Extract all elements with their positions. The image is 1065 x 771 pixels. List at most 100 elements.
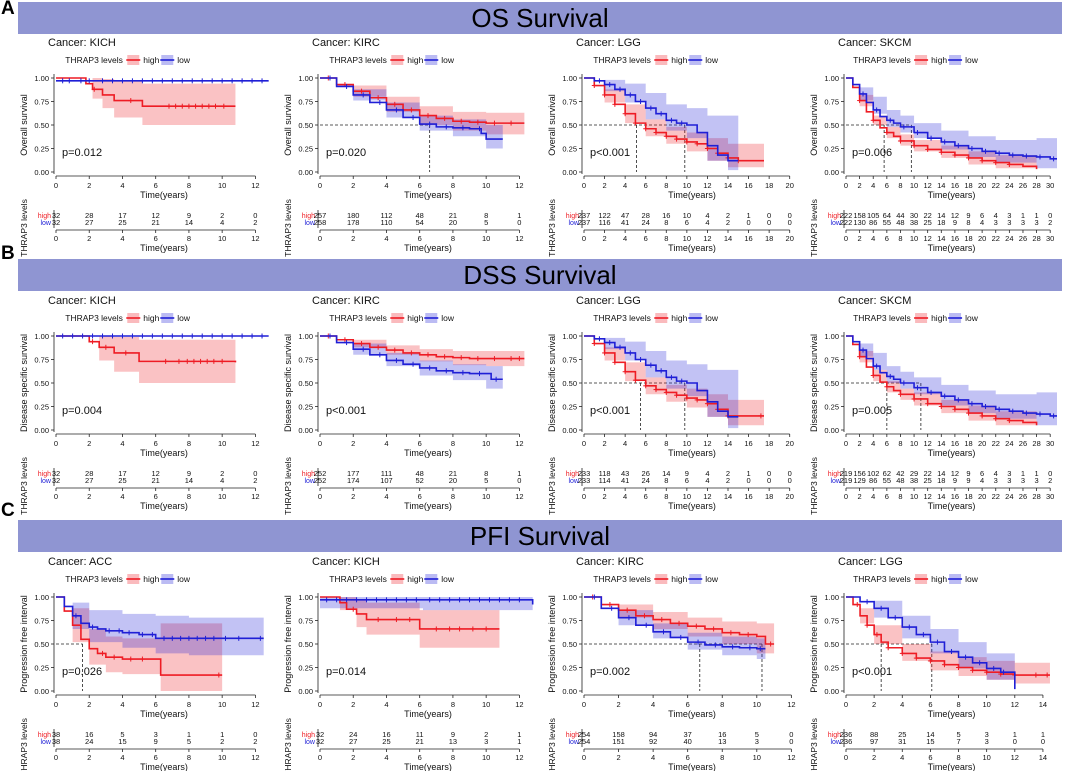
y-tick-label: 0.25	[824, 664, 839, 673]
risk-count-high: 32	[52, 469, 60, 478]
y-tick-label: 0.25	[298, 145, 313, 154]
x-tick-label: 0	[844, 700, 848, 709]
risk-count-high: 9	[187, 469, 191, 478]
risk-count-low: 31	[898, 737, 906, 746]
risk-count-high: 158	[612, 730, 625, 739]
risk-row-label-high: high	[38, 732, 51, 739]
risk-table-ylabel: THRAP3 levels	[809, 457, 819, 515]
risk-x-axis-label: Time(years)	[404, 501, 452, 511]
panel-title: Cancer: LGG	[576, 37, 641, 49]
risk-count-high: 0	[767, 211, 771, 220]
legend-high-box	[127, 313, 140, 323]
risk-x-tick-label: 0	[318, 234, 322, 243]
panel-title: Cancer: KIRC	[312, 295, 380, 307]
risk-x-axis-label: Time(years)	[140, 762, 188, 771]
x-tick-label: 10	[482, 181, 490, 190]
x-tick-label: 16	[744, 439, 752, 448]
risk-count-low: 48	[896, 218, 904, 227]
risk-count-high: 42	[896, 469, 904, 478]
risk-count-low: 0	[788, 476, 792, 485]
risk-x-tick-label: 12	[515, 492, 523, 501]
risk-count-high: 3	[985, 730, 989, 739]
y-tick-label: 0.75	[34, 98, 49, 107]
p-value: p=0.020	[326, 147, 366, 159]
risk-count-high: 6	[980, 211, 984, 220]
risk-count-low: 6	[685, 476, 689, 485]
risk-row-label-high: high	[566, 213, 579, 220]
x-tick-label: 14	[937, 181, 945, 190]
risk-count-low: 3	[755, 737, 759, 746]
risk-count-low: 3	[985, 737, 989, 746]
risk-count-high: 0	[1048, 469, 1052, 478]
risk-x-tick-label: 14	[1039, 753, 1047, 762]
risk-count-low: 92	[649, 737, 657, 746]
risk-x-tick-label: 24	[1005, 234, 1013, 243]
y-tick-label: 0.50	[824, 640, 839, 649]
ci-band-high	[584, 336, 764, 426]
risk-x-tick-label: 6	[418, 753, 422, 762]
x-tick-label: 4	[651, 700, 655, 709]
x-tick-label: 30	[1046, 181, 1054, 190]
risk-x-tick-label: 2	[616, 753, 620, 762]
x-tick-label: 6	[928, 700, 932, 709]
section-letter-a: A	[1, 0, 15, 19]
risk-count-high: 0	[788, 211, 792, 220]
risk-count-low: 151	[612, 737, 625, 746]
risk-count-high: 4	[994, 211, 998, 220]
risk-count-high: 233	[578, 469, 591, 478]
risk-x-tick-label: 6	[154, 753, 158, 762]
risk-count-high: 43	[621, 469, 629, 478]
x-tick-label: 2	[602, 439, 606, 448]
risk-x-tick-label: 26	[1019, 234, 1027, 243]
y-tick-label: 0.25	[824, 145, 839, 154]
risk-count-high: 48	[416, 211, 424, 220]
risk-count-high: 25	[898, 730, 906, 739]
x-tick-label: 14	[724, 181, 732, 190]
y-axis-label: Progression free interval	[19, 595, 29, 693]
risk-count-high: 32	[316, 730, 324, 739]
risk-x-tick-label: 10	[218, 234, 226, 243]
risk-count-low: 13	[718, 737, 726, 746]
risk-x-axis-label: Time(years)	[140, 243, 188, 253]
risk-x-axis-label: Time(years)	[140, 501, 188, 511]
risk-x-tick-label: 12	[1011, 753, 1019, 762]
risk-row-label-low: low	[40, 478, 51, 485]
risk-count-high: 3	[1007, 469, 1011, 478]
risk-count-low: 5	[187, 737, 191, 746]
risk-count-high: 3	[1007, 211, 1011, 220]
x-tick-label: 2	[351, 700, 355, 709]
risk-count-high: 2	[220, 211, 224, 220]
risk-count-high: 1	[517, 211, 521, 220]
risk-x-tick-label: 6	[154, 492, 158, 501]
risk-count-low: 20	[449, 476, 457, 485]
y-tick-label: 0.00	[562, 426, 577, 435]
risk-x-tick-label: 2	[87, 753, 91, 762]
x-tick-label: 12	[703, 439, 711, 448]
x-tick-label: 30	[1046, 439, 1054, 448]
risk-count-high: 12	[951, 469, 959, 478]
risk-table-ylabel: THRAP3 levels	[283, 718, 293, 771]
risk-count-high: 29	[910, 469, 918, 478]
x-tick-label: 16	[744, 181, 752, 190]
risk-count-high: 105	[867, 211, 880, 220]
risk-count-high: 28	[85, 211, 93, 220]
y-tick-label: 0.75	[562, 98, 577, 107]
ci-band-high	[320, 78, 525, 135]
risk-x-tick-label: 8	[187, 753, 191, 762]
x-tick-label: 8	[451, 439, 455, 448]
risk-count-high: 2	[220, 469, 224, 478]
y-tick-label: 0.75	[824, 356, 839, 365]
risk-x-axis-label: Time(years)	[668, 243, 716, 253]
risk-row-label-low: low	[568, 739, 579, 746]
x-tick-label: 12	[251, 700, 259, 709]
risk-x-tick-label: 0	[318, 492, 322, 501]
x-axis-label: Time(years)	[668, 448, 716, 458]
x-tick-label: 4	[871, 181, 875, 190]
risk-x-tick-label: 4	[120, 234, 124, 243]
risk-count-high: 2	[726, 211, 730, 220]
risk-x-tick-label: 4	[871, 492, 875, 501]
y-tick-label: 1.00	[824, 74, 839, 83]
risk-x-axis-label: Time(years)	[404, 243, 452, 253]
